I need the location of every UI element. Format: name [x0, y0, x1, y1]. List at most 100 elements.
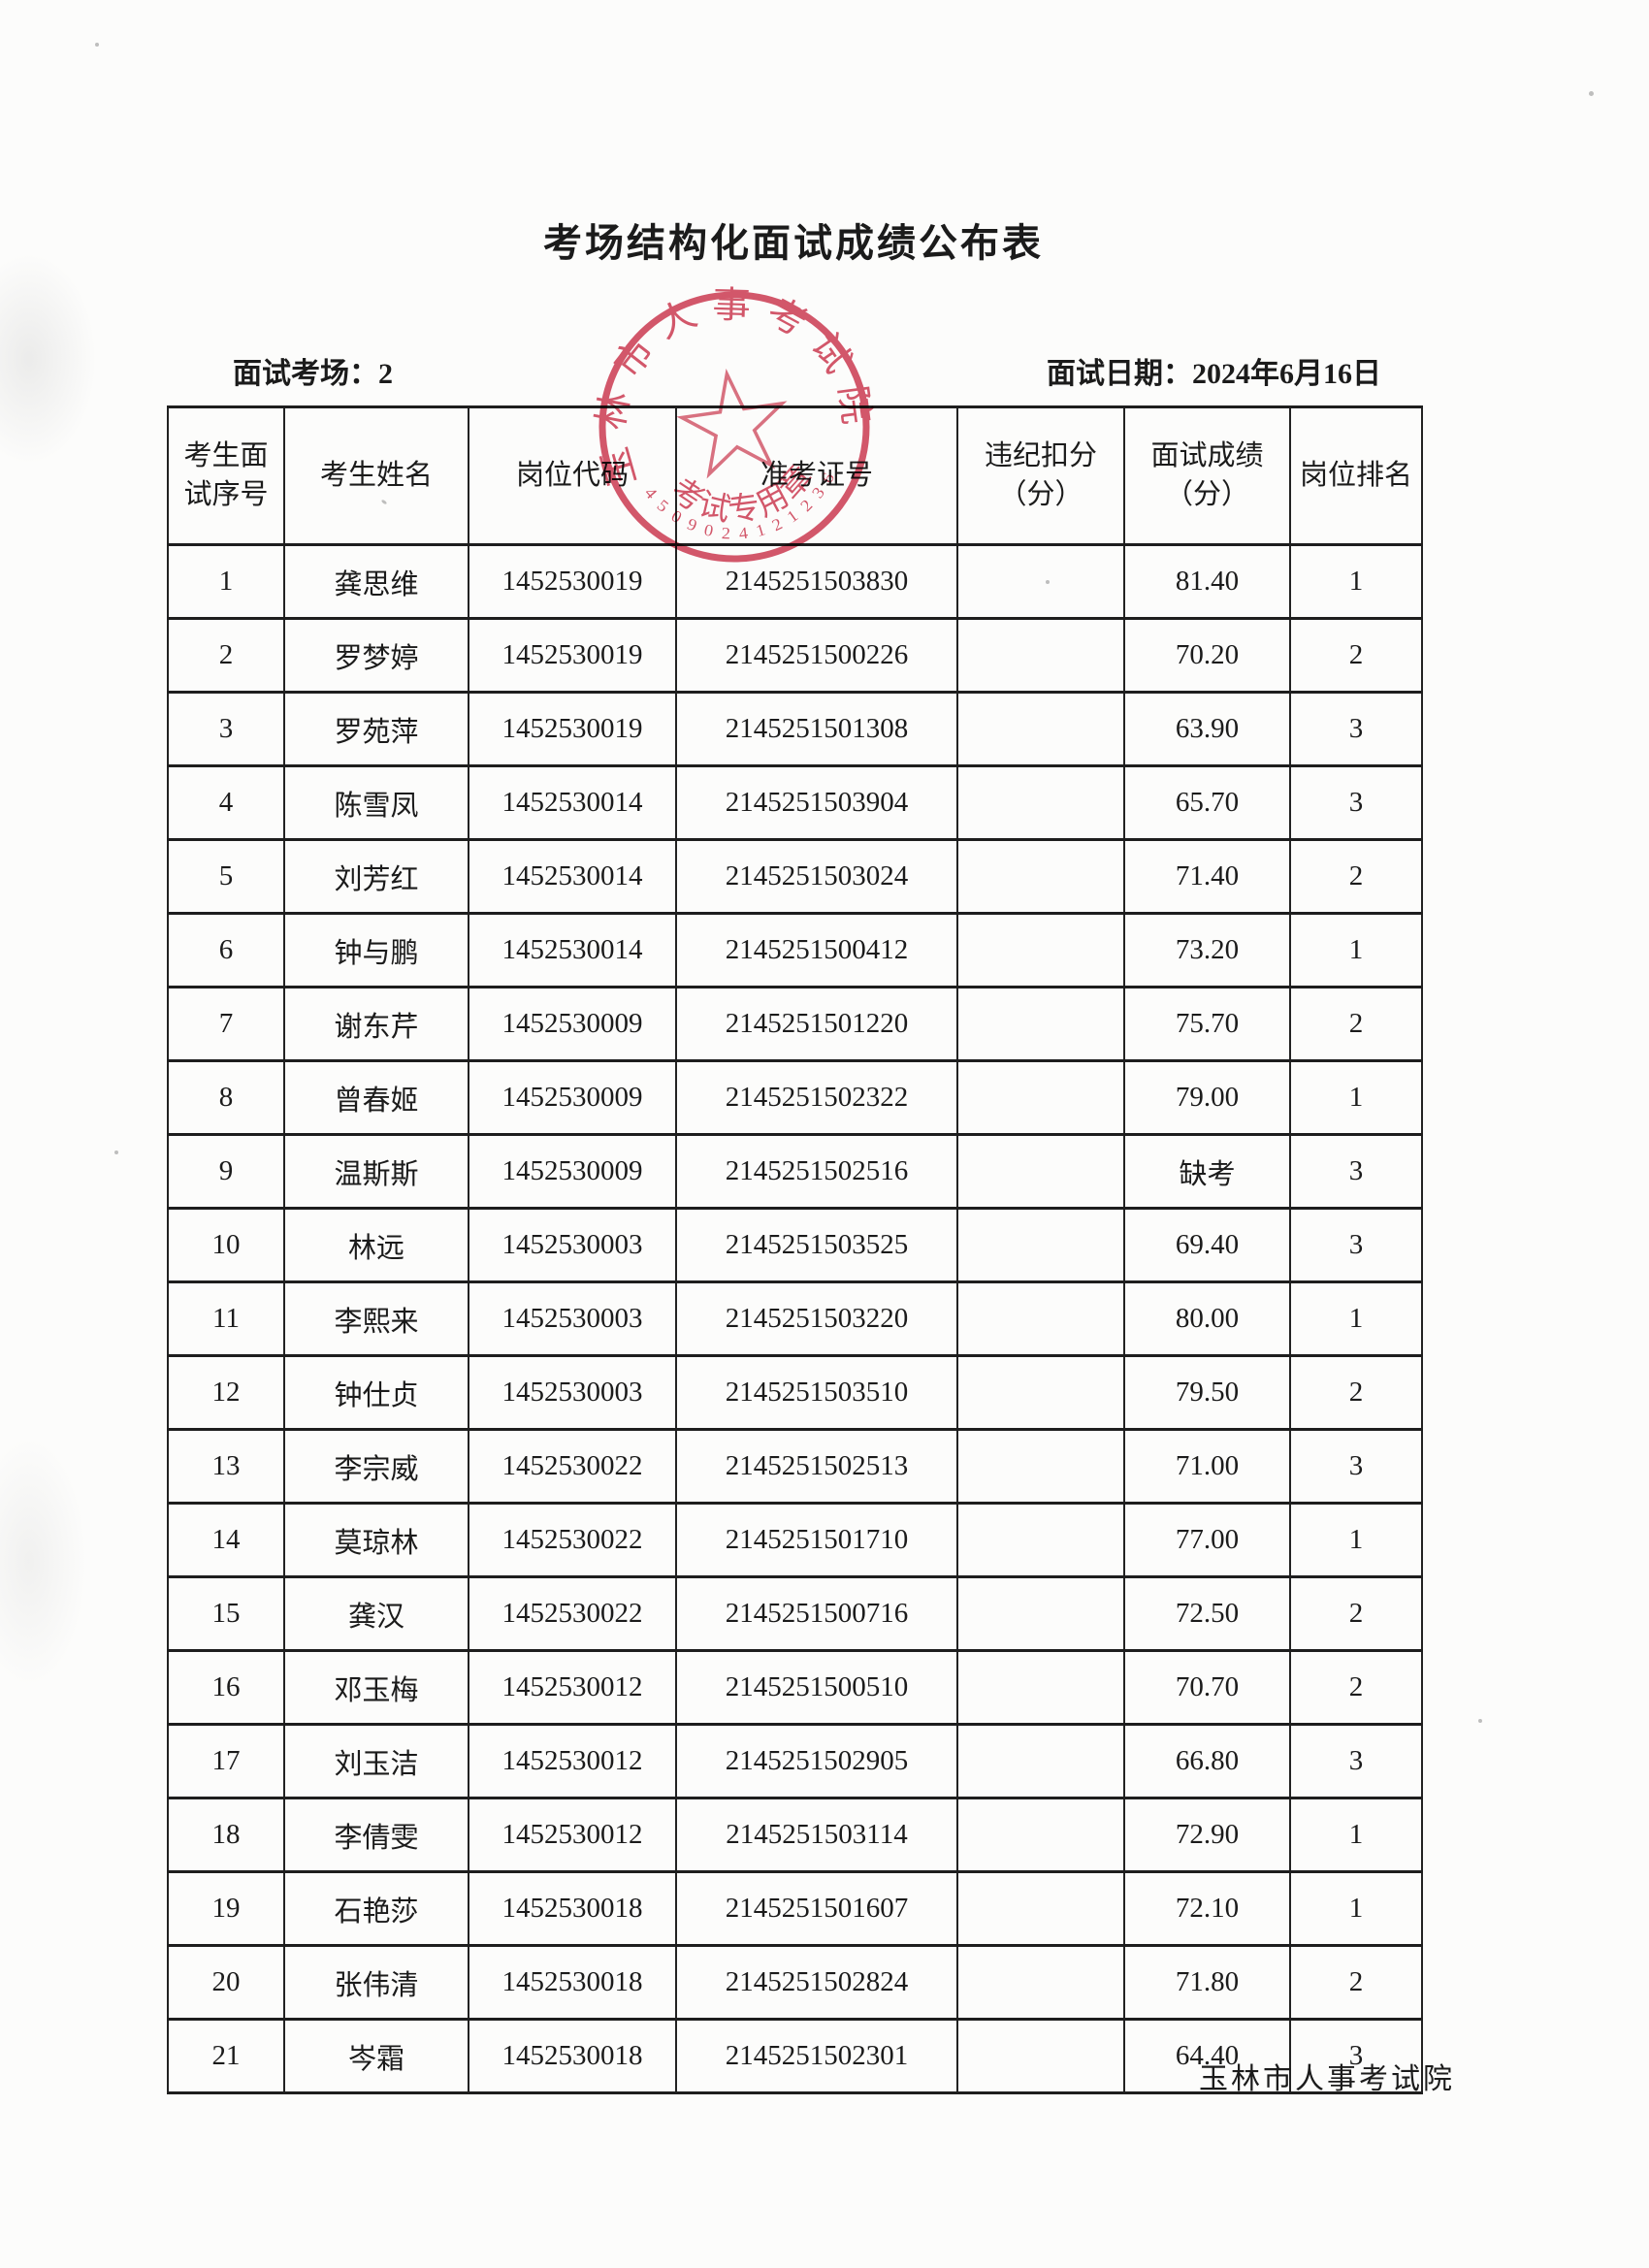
cell-jobcode: 1452530022 — [468, 1575, 677, 1652]
cell-score: 71.40 — [1123, 838, 1291, 915]
cell-ticket: 2145251502301 — [675, 2018, 958, 2094]
table-row: 2 罗梦婷 1452530019 2145251500226 70.20 2 — [167, 617, 1423, 694]
col-header-seq: 考生面 试序号 — [167, 405, 285, 546]
col-header-score: 面试成绩 （分） — [1123, 405, 1291, 546]
cell-jobcode: 1452530018 — [468, 1944, 677, 2021]
cell-score: 70.20 — [1123, 617, 1291, 694]
cell-seq: 3 — [167, 691, 285, 767]
table-row: 5 刘芳红 1452530014 2145251503024 71.40 2 — [167, 838, 1423, 915]
col-header-text: 考生面 — [183, 440, 269, 472]
col-header-text: 岗位代码 — [515, 459, 629, 491]
table-row: 3 罗苑萍 1452530019 2145251501308 63.90 3 — [167, 691, 1423, 767]
cell-violation — [956, 1354, 1125, 1431]
table-row: 15 龚汉 1452530022 2145251500716 72.50 2 — [167, 1575, 1423, 1652]
cell-rank: 1 — [1289, 1797, 1423, 1873]
exam-date: 面试日期：2024年6月16日 — [1047, 349, 1381, 392]
col-header-text: 面试成绩 — [1150, 440, 1264, 472]
cell-rank: 3 — [1289, 764, 1423, 841]
cell-name: 罗梦婷 — [283, 617, 469, 694]
cell-score: 65.70 — [1123, 764, 1291, 841]
cell-violation — [956, 1797, 1125, 1873]
table-row: 12 钟仕贞 1452530003 2145251503510 79.50 2 — [167, 1354, 1423, 1431]
table-row: 18 李倩雯 1452530012 2145251503114 72.90 1 — [167, 1797, 1423, 1873]
cell-violation — [956, 838, 1125, 915]
cell-name: 李倩雯 — [283, 1797, 469, 1873]
cell-jobcode: 1452530003 — [468, 1207, 677, 1283]
cell-seq: 19 — [167, 1870, 285, 1947]
cell-score: 66.80 — [1123, 1723, 1291, 1799]
cell-rank: 3 — [1289, 1207, 1423, 1283]
table-row: 19 石艳莎 1452530018 2145251501607 72.10 1 — [167, 1870, 1423, 1947]
cell-seq: 11 — [167, 1280, 285, 1357]
table-row: 1 龚思维 1452530019 2145251503830 81.40 1 — [167, 543, 1423, 620]
cell-ticket: 2145251500226 — [675, 617, 958, 694]
cell-ticket: 2145251502905 — [675, 1723, 958, 1799]
cell-jobcode: 1452530019 — [468, 617, 677, 694]
col-header-text: 违纪扣分 — [984, 440, 1097, 472]
cell-jobcode: 1452530012 — [468, 1797, 677, 1873]
cell-score: 79.00 — [1123, 1059, 1291, 1136]
exam-room-value: 2 — [378, 358, 393, 390]
cell-ticket: 2145251500412 — [675, 912, 958, 988]
cell-score: 71.80 — [1123, 1944, 1291, 2021]
cell-score: 75.70 — [1123, 986, 1291, 1062]
cell-name: 罗苑萍 — [283, 691, 469, 767]
score-table-head: 考生面 试序号 考生姓名 岗位代码 准考证号 违纪扣分 （分） 面试成绩 （分） 岗位… — [167, 405, 1423, 546]
cell-rank: 2 — [1289, 838, 1423, 915]
cell-rank: 2 — [1289, 1649, 1423, 1726]
cell-ticket: 2145251500716 — [675, 1575, 958, 1652]
cell-name: 岑霜 — [283, 2018, 469, 2094]
col-header-violation: 违纪扣分 （分） — [956, 405, 1125, 546]
cell-jobcode: 1452530003 — [468, 1280, 677, 1357]
table-row: 13 李宗威 1452530022 2145251502513 71.00 3 — [167, 1428, 1423, 1505]
cell-name: 张伟清 — [283, 1944, 469, 2021]
cell-violation — [956, 543, 1125, 620]
cell-rank: 1 — [1289, 1280, 1423, 1357]
cell-rank: 2 — [1289, 617, 1423, 694]
cell-seq: 9 — [167, 1133, 285, 1210]
cell-seq: 15 — [167, 1575, 285, 1652]
cell-seq: 5 — [167, 838, 285, 915]
cell-seq: 7 — [167, 986, 285, 1062]
cell-jobcode: 1452530019 — [468, 543, 677, 620]
cell-violation — [956, 617, 1125, 694]
exam-date-label: 面试日期： — [1047, 358, 1192, 390]
cell-ticket: 2145251503525 — [675, 1207, 958, 1283]
scan-artifact — [0, 1436, 87, 1688]
cell-score: 80.00 — [1123, 1280, 1291, 1357]
cell-violation — [956, 1059, 1125, 1136]
table-row: 14 莫琼林 1452530022 2145251501710 77.00 1 — [167, 1502, 1423, 1578]
cell-seq: 8 — [167, 1059, 285, 1136]
cell-name: 钟仕贞 — [283, 1354, 469, 1431]
cell-rank: 3 — [1289, 2018, 1423, 2094]
cell-score: 72.10 — [1123, 1870, 1291, 1947]
score-table: 考生面 试序号 考生姓名 岗位代码 准考证号 违纪扣分 （分） 面试成绩 （分） 岗位… — [167, 405, 1423, 2094]
cell-rank: 3 — [1289, 1428, 1423, 1505]
cell-jobcode: 1452530022 — [468, 1428, 677, 1505]
issuing-authority: 玉林市人事考试院 — [1199, 2063, 1455, 2095]
cell-seq: 12 — [167, 1354, 285, 1431]
cell-violation — [956, 1723, 1125, 1799]
table-row: 21 岑霜 1452530018 2145251502301 64.40 3 — [167, 2018, 1423, 2094]
cell-name: 温斯斯 — [283, 1133, 469, 1210]
cell-ticket: 2145251503220 — [675, 1280, 958, 1357]
cell-ticket: 2145251503510 — [675, 1354, 958, 1431]
cell-seq: 16 — [167, 1649, 285, 1726]
cell-name: 陈雪凤 — [283, 764, 469, 841]
cell-name: 莫琼林 — [283, 1502, 469, 1578]
cell-score: 70.70 — [1123, 1649, 1291, 1726]
col-header-name: 考生姓名 — [283, 405, 469, 546]
cell-score: 缺考 — [1123, 1133, 1291, 1210]
cell-name: 龚汉 — [283, 1575, 469, 1652]
header-row: 考生面 试序号 考生姓名 岗位代码 准考证号 违纪扣分 （分） 面试成绩 （分） 岗位… — [167, 405, 1423, 546]
cell-ticket: 2145251501710 — [675, 1502, 958, 1578]
col-header-jobcode: 岗位代码 — [468, 405, 677, 546]
cell-violation — [956, 1575, 1125, 1652]
table-row: 17 刘玉洁 1452530012 2145251502905 66.80 3 — [167, 1723, 1423, 1799]
cell-rank: 2 — [1289, 1575, 1423, 1652]
meta-row: 面试考场：2 面试日期：2024年6月16日 — [233, 349, 1381, 392]
cell-jobcode: 1452530019 — [468, 691, 677, 767]
cell-rank: 2 — [1289, 1944, 1423, 2021]
cell-name: 刘玉洁 — [283, 1723, 469, 1799]
